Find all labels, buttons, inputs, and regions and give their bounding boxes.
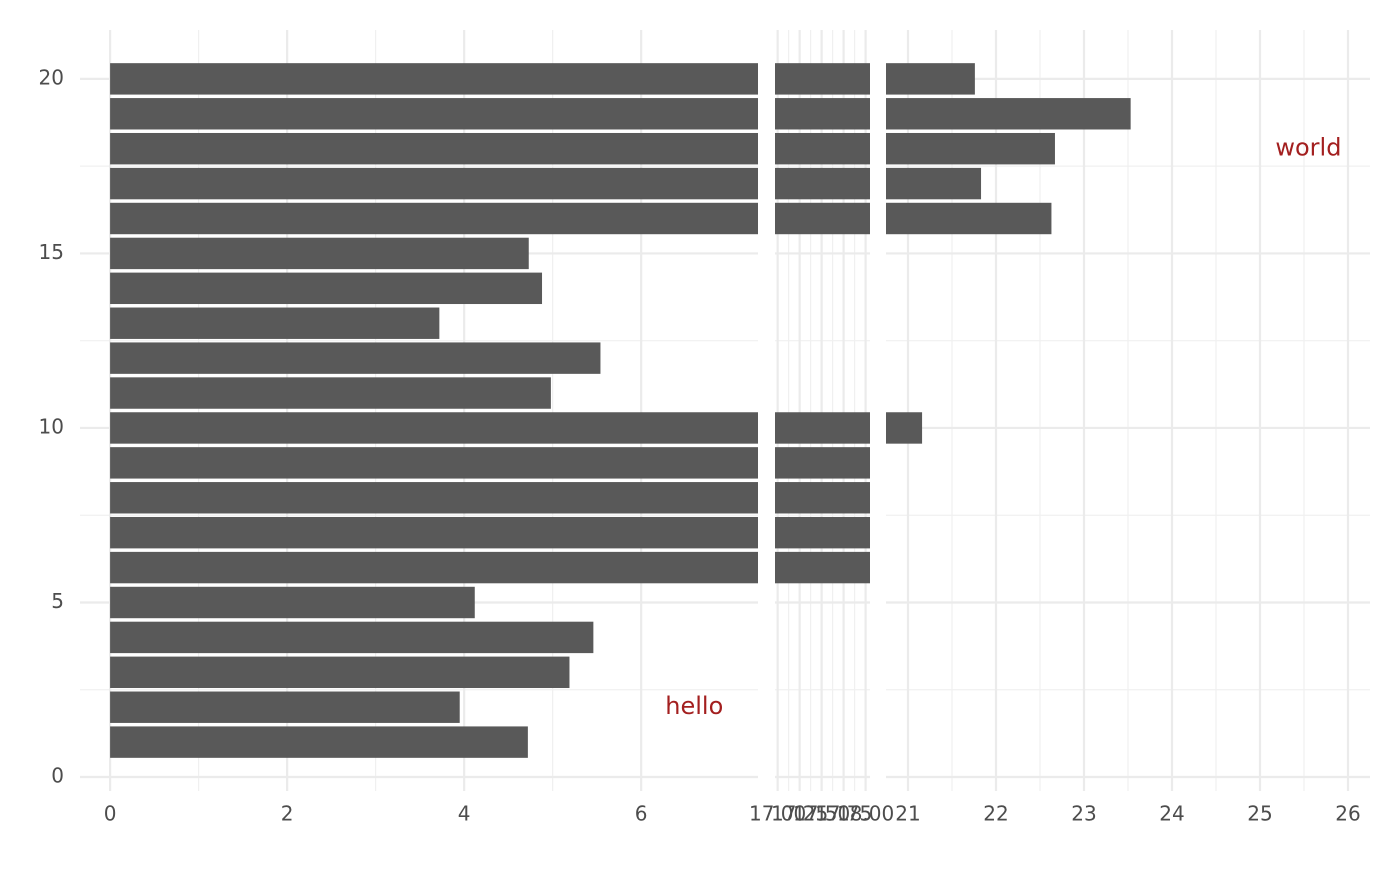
x-tick-label: 26 xyxy=(1335,802,1360,826)
x-tick-label: 4 xyxy=(458,802,471,826)
y-tick-label: 5 xyxy=(51,589,64,613)
bar xyxy=(775,482,870,514)
y-tick-label: 10 xyxy=(39,414,64,438)
bar xyxy=(775,167,870,200)
annotation: hello xyxy=(665,692,723,720)
bar xyxy=(775,551,870,584)
x-tick-label: 17.25 xyxy=(771,802,828,826)
bar xyxy=(110,237,529,270)
bars xyxy=(886,63,1131,444)
x-tick-label: 17.50 xyxy=(793,802,850,826)
bar xyxy=(886,167,982,200)
bar xyxy=(110,307,440,339)
bars xyxy=(775,63,870,584)
annotation: world xyxy=(1275,134,1341,162)
x-tick-label: 21 xyxy=(895,802,920,826)
bar xyxy=(110,586,475,619)
bar xyxy=(886,412,923,444)
x-tick-label: 17.75 xyxy=(815,802,872,826)
bar xyxy=(110,342,601,374)
x-tick-label: 6 xyxy=(635,802,648,826)
x-tick-label: 18.00 xyxy=(837,802,894,826)
bar xyxy=(110,656,570,689)
x-tick-label: 17.00 xyxy=(749,802,806,826)
x-tick-label: 25 xyxy=(1247,802,1272,826)
bar xyxy=(110,63,758,95)
y-tick-label: 0 xyxy=(51,764,64,788)
bar xyxy=(886,98,1131,130)
y-tick-label: 15 xyxy=(39,240,64,264)
bar xyxy=(886,63,975,95)
x-tick-label: 0 xyxy=(104,802,117,826)
y-tick-label: 20 xyxy=(39,65,64,89)
bar xyxy=(775,132,870,165)
bar xyxy=(775,63,870,95)
bar xyxy=(110,167,758,200)
bar xyxy=(775,447,870,479)
x-tick-label: 23 xyxy=(1071,802,1096,826)
bar xyxy=(110,516,758,549)
bars xyxy=(110,63,758,758)
bar xyxy=(110,691,460,723)
bar xyxy=(775,202,870,235)
bar xyxy=(110,98,758,130)
bar xyxy=(886,202,1052,235)
bar xyxy=(110,377,551,409)
bar xyxy=(110,482,758,514)
x-tick-label: 2 xyxy=(281,802,294,826)
x-tick-label: 22 xyxy=(983,802,1008,826)
bar xyxy=(775,412,870,444)
bar xyxy=(110,132,758,165)
bar xyxy=(110,412,758,444)
bar xyxy=(886,132,1055,165)
x-tick-label: 24 xyxy=(1159,802,1184,826)
bar xyxy=(775,516,870,549)
bar xyxy=(110,272,543,305)
bar xyxy=(110,726,528,758)
bar xyxy=(110,621,594,654)
bar xyxy=(110,551,758,584)
bar xyxy=(775,98,870,130)
bar xyxy=(110,202,758,235)
bar xyxy=(110,447,758,479)
